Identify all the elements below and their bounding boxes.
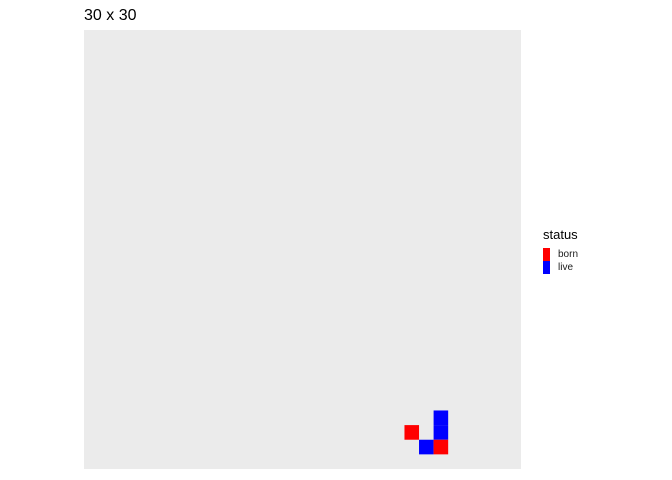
plot-panel — [84, 30, 521, 469]
legend: status born live — [543, 227, 578, 274]
legend-item-born: born — [543, 248, 578, 261]
cell-live — [419, 439, 434, 455]
cell-born — [404, 425, 420, 440]
legend-item-live: live — [543, 261, 578, 274]
cell-live — [433, 425, 449, 440]
legend-key-born — [543, 248, 550, 261]
legend-title: status — [543, 227, 578, 242]
legend-label-live: live — [558, 262, 574, 273]
cell-born — [433, 439, 449, 455]
cells-layer — [404, 410, 449, 455]
legend-key-live — [543, 261, 550, 274]
cell-live — [433, 410, 449, 426]
legend-label-born: born — [558, 249, 579, 260]
chart-title: 30 x 30 — [84, 7, 137, 24]
